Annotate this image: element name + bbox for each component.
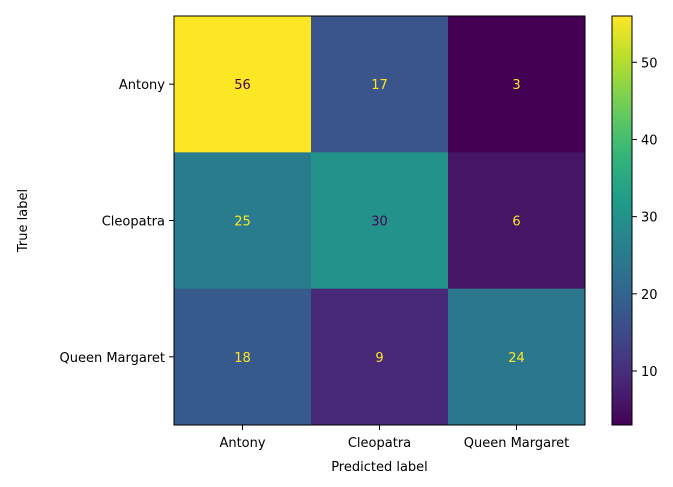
x-tick-label: Queen Margaret: [464, 436, 570, 451]
cell-value-label: 24: [508, 351, 525, 366]
cell-value-label: 9: [375, 351, 383, 366]
matrix-cell: [448, 152, 586, 290]
cell-value-label: 25: [234, 215, 251, 230]
x-tick-label: Cleopatra: [348, 436, 411, 451]
colorbar-ticks: 10 20 30 40 50: [632, 56, 658, 380]
matrix-annotations: 56 17 3 25 30 6 18 9 24: [234, 78, 525, 366]
colorbar-tick-label: 20: [641, 288, 658, 303]
colorbar-tick-label: 30: [641, 211, 658, 226]
y-tick-label: Queen Margaret: [59, 351, 165, 366]
colorbar-tick-label: 50: [641, 56, 658, 71]
matrix-cells: [174, 16, 586, 426]
matrix-cell: [448, 16, 586, 153]
x-tick-label: Antony: [219, 436, 265, 451]
matrix-cell: [174, 288, 312, 426]
matrix-cell: [174, 16, 312, 153]
matrix-cell: [311, 288, 449, 426]
cell-value-label: 56: [234, 78, 251, 93]
cell-value-label: 18: [234, 351, 251, 366]
matrix-cell: [311, 16, 449, 153]
y-tick-label: Cleopatra: [102, 215, 165, 230]
x-axis-ticks: Antony Cleopatra Queen Margaret: [219, 425, 569, 451]
cell-value-label: 3: [512, 78, 520, 93]
matrix-cell: [174, 152, 312, 290]
x-axis-label: Predicted label: [331, 460, 428, 475]
cell-value-label: 6: [512, 215, 520, 230]
colorbar-tick-label: 10: [641, 365, 658, 380]
matrix-cell: [311, 152, 449, 290]
colorbar-tick-label: 40: [641, 133, 658, 148]
matrix-cell: [448, 288, 586, 426]
y-axis-ticks: Antony Cleopatra Queen Margaret: [59, 78, 174, 366]
cell-value-label: 17: [371, 78, 388, 93]
cell-value-label: 30: [371, 215, 388, 230]
y-tick-label: Antony: [119, 78, 165, 93]
y-axis-label: True label: [16, 189, 31, 253]
colorbar: [611, 15, 633, 426]
